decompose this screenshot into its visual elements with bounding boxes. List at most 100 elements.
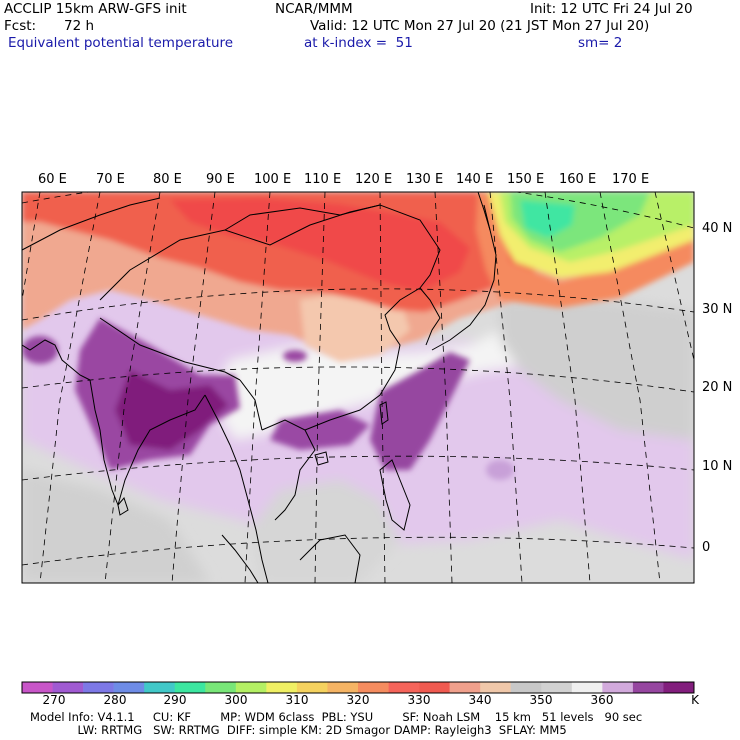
lon-label-100e: 100 E — [254, 172, 292, 187]
model-info-line-2: LW: RRTMG SW: RRTMG DIFF: simple KM: 2D … — [30, 723, 567, 737]
colorbar-label-290: 290 — [163, 693, 187, 707]
init-time: Init: 12 UTC Fri 24 Jul 20 — [530, 1, 693, 17]
colorbar-swatch — [205, 682, 237, 693]
colorbar-unit: K — [691, 693, 699, 707]
lon-label-130e: 130 E — [406, 172, 444, 187]
lat-label-10n: 10 N — [702, 459, 733, 474]
meridian-140e — [489, 192, 523, 583]
border-himalaya — [99, 317, 241, 381]
meridian-100e — [244, 192, 271, 583]
border-indochina — [239, 379, 263, 431]
colorbar-swatch — [327, 682, 359, 693]
graticule — [22, 192, 694, 583]
theta-e-field — [22, 192, 694, 583]
meridian-120e — [379, 192, 386, 583]
coast-bay-of-bengal — [204, 394, 269, 583]
region-pale-peach-china — [300, 290, 410, 362]
organization: NCAR/MMM — [275, 1, 353, 17]
island-sumatra — [221, 534, 259, 583]
lon-label-120e: 120 E — [355, 172, 393, 187]
colorbar-swatch — [480, 682, 512, 693]
island-sri-lanka — [117, 497, 129, 516]
region-purple-south-china — [270, 410, 370, 450]
colorbar-swatch — [266, 682, 298, 693]
model-info-line-1: Model Info: V4.1.1 CU: KF MP: WDM 6class… — [30, 710, 643, 724]
coast-korea — [419, 287, 441, 346]
colorbar-swatch — [571, 682, 603, 693]
map-frame — [21, 191, 695, 584]
island-borneo — [299, 534, 361, 583]
colorbar-swatch — [296, 682, 328, 693]
meridian-90e — [171, 192, 216, 583]
lon-label-80e: 80 E — [153, 172, 182, 187]
region-deep-red-mongolia — [170, 198, 470, 292]
coast-south-china — [304, 287, 421, 431]
border-china — [99, 204, 441, 301]
region-orange-front — [476, 192, 694, 308]
colorbar-swatch — [602, 682, 634, 693]
colorbar-label-310: 310 — [285, 693, 309, 707]
colorbar-label-360: 360 — [590, 693, 614, 707]
meridian-160e — [599, 192, 661, 583]
colorbar-swatch — [144, 682, 176, 693]
meridian-150e — [544, 192, 591, 583]
border-russia-kazakhstan — [22, 197, 161, 251]
colorbar-swatch — [174, 682, 206, 693]
region-purple-patch-tibet — [283, 350, 307, 362]
colorbar-swatch — [419, 682, 450, 693]
lat-label-20n: 20 N — [702, 380, 733, 395]
coast-arabia-persia — [22, 339, 91, 381]
colorbar-swatch — [510, 682, 542, 693]
parallel-20n — [22, 366, 694, 393]
colorbar-swatch — [113, 682, 145, 693]
level-info: at k-index = 51 — [304, 35, 413, 51]
lon-label-60e: 60 E — [38, 172, 67, 187]
smoothing-info: sm= 2 — [578, 35, 623, 51]
region-aqua-core — [520, 200, 575, 238]
colorbar — [21, 681, 695, 694]
meridian-80e — [104, 192, 161, 583]
lon-label-140e: 140 E — [456, 172, 494, 187]
colorbar-label-300: 300 — [224, 693, 248, 707]
colorbar-label-350: 350 — [529, 693, 553, 707]
region-deep-purple-india — [115, 370, 228, 450]
meridian-70e — [39, 192, 101, 583]
colorbar-frame — [21, 681, 695, 694]
colorbar-label-330: 330 — [407, 693, 431, 707]
region-grey-indian-ocean — [22, 470, 210, 583]
forecast-hours: 72 h — [64, 18, 95, 34]
colorbar-swatch — [83, 682, 114, 693]
coastlines — [22, 192, 497, 583]
lon-label-170e: 170 E — [612, 172, 650, 187]
coast-sakhalin — [477, 192, 491, 231]
colorbar-swatch — [358, 682, 389, 693]
island-taiwan — [379, 401, 389, 425]
lat-label-40n: 40 N — [702, 221, 733, 236]
colorbar-label-270: 270 — [42, 693, 66, 707]
valid-time: Valid: 12 UTC Mon 27 Jul 20 (21 JST Mon … — [310, 18, 650, 34]
colorbar-swatch — [449, 682, 481, 693]
colorbar-label-320: 320 — [346, 693, 370, 707]
meridian-60e — [22, 192, 41, 301]
lat-label-30n: 30 N — [702, 302, 733, 317]
coast-japan — [431, 204, 497, 351]
colorbar-swatch — [541, 682, 573, 693]
meridian-110e — [314, 192, 326, 583]
coast-indochina — [261, 419, 316, 521]
colorbar-swatch — [663, 682, 695, 693]
colorbar-swatch — [22, 682, 53, 693]
meridian-170e — [654, 192, 694, 361]
coast-india — [89, 379, 206, 507]
colorbar-swatch — [235, 682, 267, 693]
lon-label-160e: 160 E — [559, 172, 597, 187]
lon-label-70e: 70 E — [96, 172, 125, 187]
field-name: Equivalent potential temperature — [8, 35, 234, 51]
colorbar-swatch — [388, 682, 420, 693]
colorbar-swatch — [632, 682, 664, 693]
lat-label-0: 0 — [702, 540, 711, 555]
lon-label-90e: 90 E — [206, 172, 235, 187]
meridian-130e — [434, 192, 453, 583]
colorbar-label-340: 340 — [468, 693, 492, 707]
region-purple-patch-pacific — [486, 460, 514, 480]
